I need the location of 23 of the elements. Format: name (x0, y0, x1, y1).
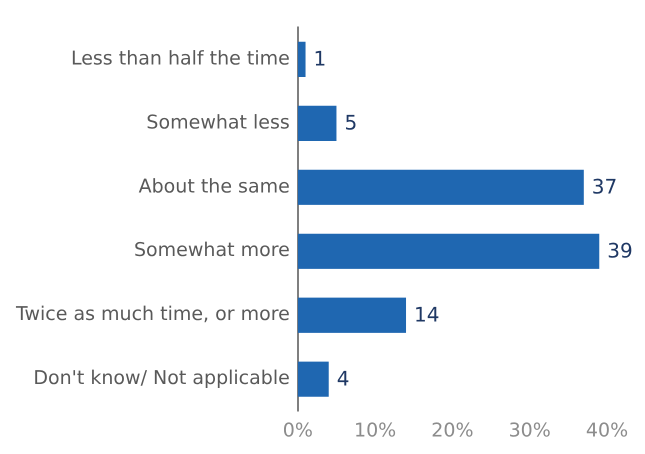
bar (298, 234, 600, 269)
x-tick-label: 40% (586, 420, 628, 442)
x-tick-label: 10% (354, 420, 396, 442)
x-tick-label: 20% (431, 420, 474, 442)
data-label: 5 (344, 110, 358, 135)
x-tick-label: 0% (282, 420, 313, 442)
bar (298, 42, 306, 77)
data-label: 4 (336, 366, 350, 390)
bar (298, 362, 329, 397)
y-tick-label: Twice as much time, or more (15, 303, 290, 326)
bar (298, 106, 336, 141)
y-tick-label: About the same (138, 175, 290, 198)
y-tick-label: Somewhat more (134, 239, 290, 262)
y-tick-label: Somewhat less (146, 111, 290, 134)
y-tick-label: Don't know/ Not applicable (33, 367, 290, 390)
x-tick-label: 30% (508, 420, 551, 442)
data-label: 37 (592, 174, 618, 199)
y-tick-label: Less than half the time (70, 47, 290, 70)
data-label: 14 (414, 302, 440, 326)
bar (298, 170, 584, 205)
data-label: 39 (607, 238, 633, 262)
bar (298, 298, 406, 333)
data-label: 1 (314, 46, 326, 71)
